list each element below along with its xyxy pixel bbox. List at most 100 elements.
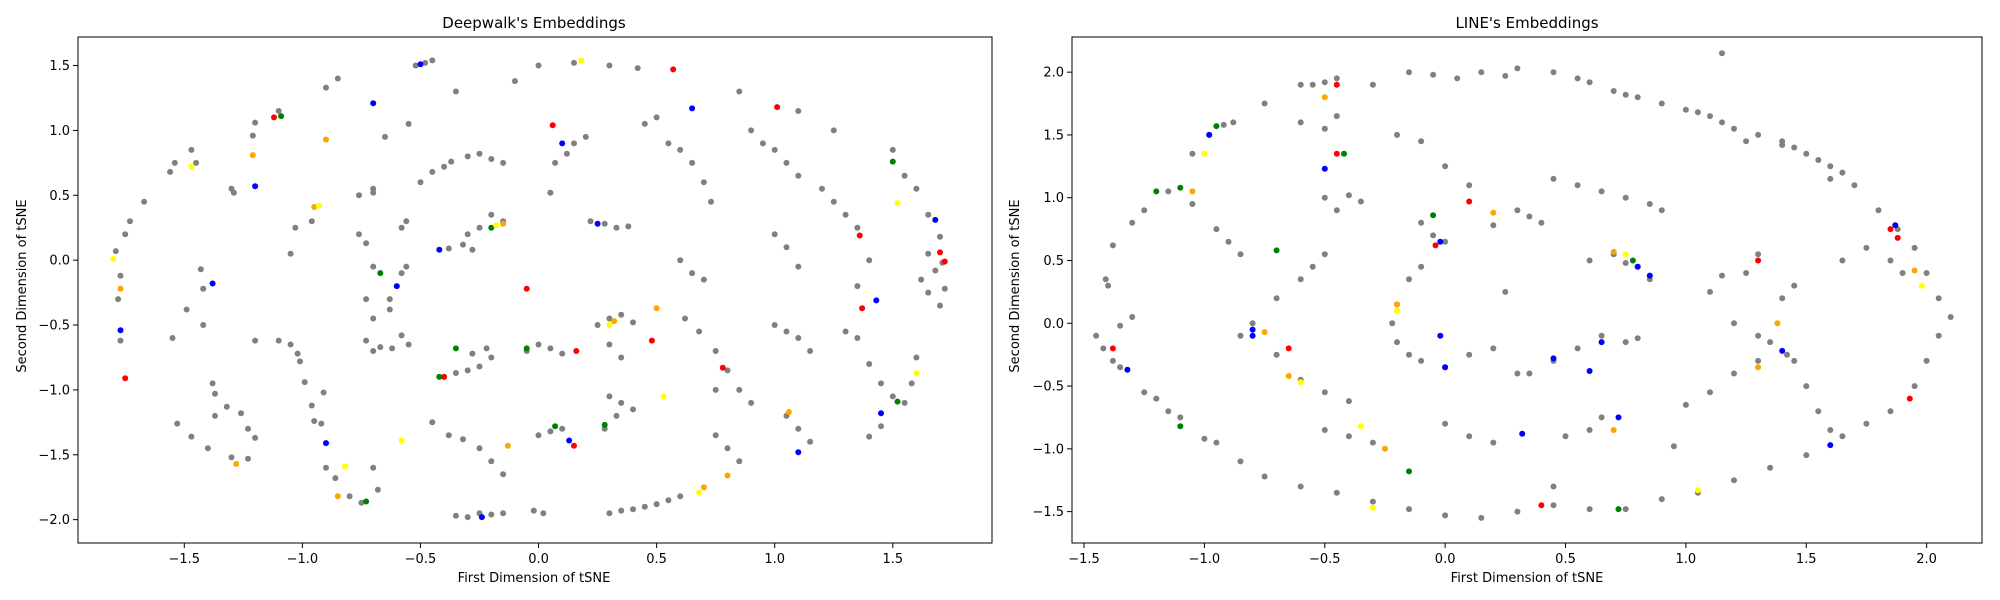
chart-title: LINE's Embeddings xyxy=(1455,14,1598,32)
scatter-point xyxy=(670,66,677,73)
scatter-point xyxy=(1189,150,1196,157)
y-tick-label: 0.5 xyxy=(49,189,70,204)
scatter-point xyxy=(476,224,483,231)
scatter-point xyxy=(1791,357,1798,364)
scatter-point xyxy=(1755,364,1762,371)
scatter-point xyxy=(488,511,495,518)
scatter-point xyxy=(1658,496,1665,503)
scatter-point xyxy=(1719,119,1725,126)
x-axis-ticks: −1.5 −1.0 −0.5 0.0 0.5 1.0 1.5 xyxy=(168,543,903,567)
scatter-point xyxy=(925,250,932,257)
scatter-point xyxy=(866,257,873,264)
scatter-point xyxy=(1437,238,1444,245)
scatter-point xyxy=(448,158,455,165)
scatter-point xyxy=(618,399,625,406)
scatter-point xyxy=(937,302,943,309)
scatter-point xyxy=(1273,295,1280,302)
scatter-point xyxy=(1369,504,1376,511)
scatter-point xyxy=(1586,427,1593,433)
scatter-point xyxy=(1918,282,1925,289)
scatter-point xyxy=(1803,383,1810,390)
scatter-point xyxy=(1911,383,1918,390)
scatter-point xyxy=(1129,314,1136,320)
scatter-point xyxy=(1514,207,1521,214)
scatter-point xyxy=(493,222,499,229)
scatter-point xyxy=(1442,420,1449,427)
scatter-points xyxy=(110,57,948,521)
scatter-point xyxy=(1285,373,1292,379)
scatter-point xyxy=(460,436,466,443)
scatter-point xyxy=(1731,370,1737,377)
scatter-point xyxy=(308,402,315,409)
scatter-point xyxy=(925,211,932,218)
scatter-point xyxy=(606,62,613,69)
scatter-point xyxy=(1779,347,1786,354)
scatter-point xyxy=(249,152,256,159)
scatter-point xyxy=(1105,282,1112,289)
scatter-point xyxy=(523,345,530,352)
scatter-point xyxy=(127,218,133,225)
scatter-point xyxy=(708,198,714,205)
x-tick-label: 0.0 xyxy=(528,552,549,567)
scatter-point xyxy=(171,159,178,166)
scatter-point xyxy=(1911,267,1918,274)
scatter-point xyxy=(1345,433,1352,440)
scatter-point xyxy=(606,315,613,322)
scatter-point xyxy=(677,257,684,264)
scatter-point xyxy=(1237,458,1244,465)
x-tick-label: 1.5 xyxy=(882,552,903,567)
y-tick-label: 1.0 xyxy=(49,124,70,139)
scatter-point xyxy=(594,322,601,328)
scatter-point xyxy=(1309,263,1316,270)
scatter-point xyxy=(566,437,573,444)
y-tick-label: −1.0 xyxy=(38,383,70,398)
scatter-point xyxy=(606,341,613,348)
scatter-point xyxy=(488,156,495,162)
scatter-point xyxy=(417,61,424,68)
scatter-point xyxy=(1321,94,1328,101)
scatter-point xyxy=(1189,188,1196,195)
scatter-point xyxy=(115,296,122,303)
scatter-point xyxy=(582,133,589,140)
scatter-point xyxy=(736,88,743,95)
scatter-point xyxy=(1177,414,1184,421)
scatter-point xyxy=(1562,433,1569,440)
x-tick-label: −0.5 xyxy=(1309,552,1341,567)
scatter-point xyxy=(1273,247,1280,254)
scatter-point xyxy=(618,507,625,514)
scatter-point xyxy=(1646,201,1653,207)
scatter-point xyxy=(625,223,632,230)
y-tick-label: 0.0 xyxy=(1043,317,1064,332)
scatter-point xyxy=(1369,81,1376,88)
scatter-point xyxy=(1153,395,1160,402)
scatter-point xyxy=(1201,150,1208,157)
scatter-point xyxy=(1598,339,1605,346)
scatter-point xyxy=(1887,257,1894,264)
scatter-point xyxy=(370,464,377,471)
scatter-point xyxy=(894,200,901,207)
scatter-point xyxy=(630,406,636,413)
scatter-point xyxy=(1682,106,1689,113)
y-tick-label: 1.0 xyxy=(1043,191,1064,206)
scatter-point xyxy=(1418,219,1425,226)
scatter-point xyxy=(1947,314,1954,320)
scatter-point xyxy=(1550,69,1557,76)
y-tick-label: 2.0 xyxy=(1043,66,1064,81)
scatter-point xyxy=(188,433,195,440)
x-tick-label: −0.5 xyxy=(405,552,437,567)
scatter-point xyxy=(523,285,530,292)
scatter-point xyxy=(1117,364,1124,371)
scatter-point xyxy=(363,240,370,247)
scatter-point xyxy=(252,434,259,441)
scatter-point xyxy=(320,389,327,396)
scatter-point xyxy=(1803,150,1810,157)
scatter-point xyxy=(1153,188,1160,195)
scatter-point xyxy=(1430,232,1437,239)
scatter-point xyxy=(429,57,436,64)
x-axis-ticks: −1.5 −1.0 −0.5 0.0 0.5 1.0 1.5 2.0 xyxy=(1068,543,1937,567)
scatter-point xyxy=(1550,483,1557,490)
scatter-point xyxy=(1550,502,1557,509)
scatter-point xyxy=(795,263,802,270)
scatter-point xyxy=(1906,395,1913,402)
